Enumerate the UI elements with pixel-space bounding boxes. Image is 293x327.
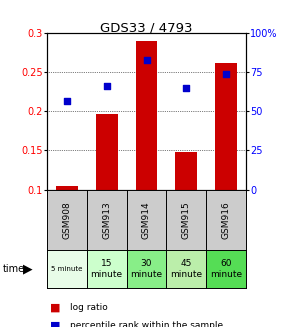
Point xyxy=(64,98,69,104)
Text: GSM908: GSM908 xyxy=(62,201,71,239)
Bar xyxy=(176,152,197,190)
Point xyxy=(224,72,229,77)
Point xyxy=(184,85,189,90)
Bar xyxy=(136,41,157,190)
Text: GDS33 / 4793: GDS33 / 4793 xyxy=(100,21,193,34)
Bar xyxy=(56,186,78,190)
Point xyxy=(144,58,149,63)
Text: GSM913: GSM913 xyxy=(102,201,111,239)
Text: 5 minute: 5 minute xyxy=(51,266,83,272)
Text: GSM916: GSM916 xyxy=(222,201,231,239)
Text: 45
minute: 45 minute xyxy=(170,259,202,279)
Bar xyxy=(215,62,237,190)
Text: log ratio: log ratio xyxy=(70,303,108,312)
Text: 30
minute: 30 minute xyxy=(130,259,163,279)
Text: ■: ■ xyxy=(50,302,60,312)
Text: 60
minute: 60 minute xyxy=(210,259,242,279)
Text: GSM914: GSM914 xyxy=(142,201,151,239)
Point xyxy=(104,83,109,89)
Text: GSM915: GSM915 xyxy=(182,201,191,239)
Text: ■: ■ xyxy=(50,320,60,327)
Bar xyxy=(96,113,117,190)
Text: percentile rank within the sample: percentile rank within the sample xyxy=(70,321,224,327)
Text: ▶: ▶ xyxy=(23,263,33,275)
Text: time: time xyxy=(3,264,25,274)
Text: 15
minute: 15 minute xyxy=(91,259,123,279)
